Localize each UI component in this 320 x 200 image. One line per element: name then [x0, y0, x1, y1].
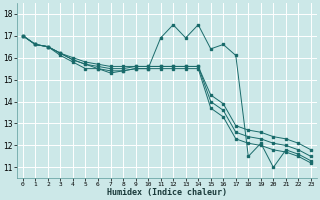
- X-axis label: Humidex (Indice chaleur): Humidex (Indice chaleur): [107, 188, 227, 197]
